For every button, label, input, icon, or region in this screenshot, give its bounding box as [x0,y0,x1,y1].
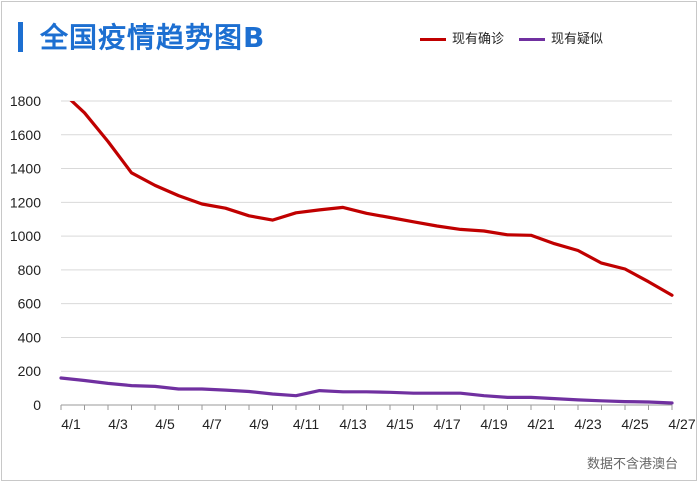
x-tick-label: 4/7 [202,416,222,432]
chart-title: 全国疫情趋势图B [40,21,266,54]
y-tick-label: 0 [33,397,41,413]
x-tick-label: 4/21 [527,416,554,432]
y-tick-label: 800 [18,262,42,278]
y-tick-label: 1800 [10,93,41,109]
x-tick-label: 4/15 [386,416,413,432]
x-tick-label: 4/1 [61,416,81,432]
legend-item-suspected: 现有疑似 [519,28,603,47]
y-tick-label: 1600 [10,127,41,143]
legend-swatch-suspected [519,38,545,41]
title-accent-bar [18,22,23,52]
y-tick-label: 1200 [10,194,41,210]
legend-label-suspected: 现有疑似 [551,32,604,47]
x-tick-label: 4/27 [668,416,695,432]
y-tick-label: 600 [18,296,42,312]
x-tick-label: 4/9 [249,416,269,432]
series-line-confirmed [69,101,674,297]
series-line-suspected [59,376,674,405]
y-tick-label: 1000 [10,228,41,244]
legend-label-confirmed: 现有确诊 [452,32,505,47]
x-tick-label: 4/25 [621,416,648,432]
x-tick-label: 4/19 [480,416,507,432]
x-tick-label: 4/11 [293,416,319,432]
legend-item-confirmed: 现有确诊 [420,28,504,47]
y-tick-label: 400 [18,329,42,345]
x-tick-label: 4/13 [339,416,366,432]
source-note: 数据不含港澳台 [586,457,678,472]
y-tick-label: 1400 [10,161,41,177]
x-tick-label: 4/23 [574,416,601,432]
x-tick-label: 4/5 [155,416,175,432]
y-tick-label: 200 [18,363,42,379]
legend-swatch-confirmed [420,38,446,41]
x-tick-label: 4/3 [108,416,128,432]
x-tick-label: 4/17 [433,416,460,432]
